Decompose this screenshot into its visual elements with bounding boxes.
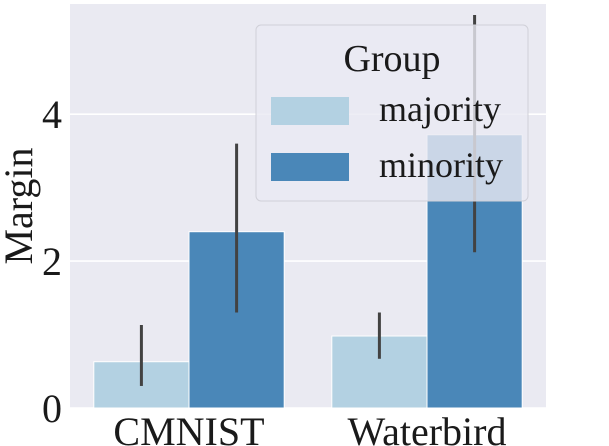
x-tick-label: Waterbird (348, 409, 507, 446)
y-axis-label: Margin (0, 147, 41, 264)
y-tick-label: 2 (42, 239, 62, 284)
y-tick-label: 0 (42, 386, 62, 431)
legend-swatch-majority (271, 97, 349, 125)
legend-swatch-minority (271, 153, 349, 181)
legend: Group majority minority (255, 24, 529, 202)
x-tick-label: CMNIST (113, 409, 264, 446)
legend-title: Group (343, 38, 440, 80)
legend-label-majority: majority (379, 89, 501, 129)
y-tick-label: 4 (42, 92, 62, 137)
y-ticks: 0 2 4 (42, 92, 62, 431)
legend-label-minority: minority (379, 145, 503, 185)
x-ticks: CMNIST Waterbird (113, 409, 506, 446)
